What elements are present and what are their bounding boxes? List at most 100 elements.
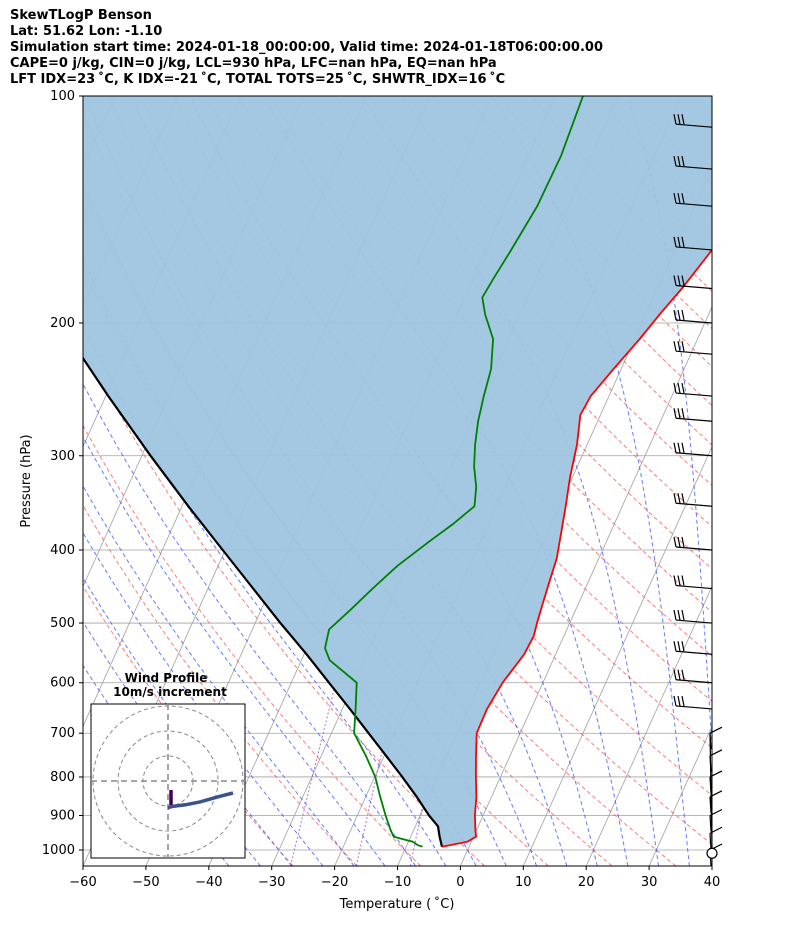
wind-barb-flag [677,442,681,453]
moist-adiabat [83,181,507,866]
wind-barb-flag [673,382,677,394]
wind-barb-flag [673,609,677,621]
data-layer [83,96,712,848]
wind-barb-staff [675,584,713,590]
wind-barb-flag [677,382,681,394]
wind-barb-staff [675,452,713,457]
hodograph-line [167,791,234,810]
isotherm-gridline [585,585,712,866]
y-tick-label: 100 [50,89,75,104]
moist-adiabat [83,382,416,866]
wind-barb-flag [673,236,677,248]
wind-barb-flag [677,155,681,167]
wind-barb-staff [675,619,713,624]
isotherm-gridline [711,865,712,866]
y-ticks: 100 200 300 400 500 600 700 800 900 1000 [42,89,83,858]
dry-adiabat [172,96,712,749]
wind-barb-flag [673,575,677,586]
wind-barb-flag [677,408,681,419]
wind-barb-flag [673,641,677,652]
cape-line: CAPE=0 j/kg, CIN=0 j/kg, LCL=930 hPa, LF… [10,56,497,71]
x-tick-label: −30 [258,875,285,890]
wind-barb-flag [673,275,677,286]
wind-barb-flag [681,408,685,419]
wind-barb-flag [681,309,685,321]
wind-barb-staff [675,202,713,207]
wind-barb-flag [677,609,681,621]
x-tick-label: −60 [69,875,96,890]
dry-adiabat [83,585,294,866]
wind-barb-flag [673,408,677,419]
wind-barb-flag [681,536,685,548]
wind-barb-staff [709,790,723,798]
parcel-profile-line [83,356,444,847]
wind-profile-title: Wind Profile [125,671,208,685]
x-tick-label: −20 [321,875,348,890]
wind-barb-flag [681,641,685,652]
dry-adiabat [400,96,712,446]
y-tick-label: 900 [50,809,75,824]
wind-profile-subtitle: 10m/s increment [113,685,227,699]
wind-barb-staff [675,502,713,507]
isotherm-gridline [648,725,712,866]
wind-barb-flag [681,236,685,248]
wind-barb-flag [681,341,685,352]
wind-barb-flag [677,536,681,548]
y-tick-label: 300 [50,449,75,464]
moist-adiabat [83,435,386,866]
wind-barb-staff [675,417,713,422]
hodograph-ring [117,730,219,832]
wind-barb-staff [675,165,713,170]
dry-adiabat [83,504,358,866]
wind-barb-flag [673,695,677,707]
wind-barb-staff [675,123,713,128]
wind-barb-staff [709,770,723,778]
wind-barb-flag [677,493,681,504]
y-tick-label: 500 [50,616,75,631]
dry-adiabat [140,96,712,797]
wind-barb-flag [673,341,677,352]
wind-barb-flag [677,309,681,321]
wind-barb-flag [673,536,677,548]
wind-barb-staff [675,319,713,324]
wind-barb-staff [675,284,713,290]
x-tick-label: 40 [704,875,721,890]
isotherm-gridline [775,96,794,866]
isotherm-gridline [522,445,712,866]
wind-barb-flag [681,669,685,680]
wind-barb-staff [675,350,713,355]
x-tick-label: −40 [195,875,222,890]
wind-barb-flag [677,641,681,652]
wind-barb-staff [675,705,713,710]
wind-barb-flag [677,193,681,204]
wind-barb-flag [681,695,685,707]
moist-adiabat [83,576,293,866]
wind-barb-staff [675,246,713,251]
cin-shading [83,96,712,847]
calm-wind-circle [706,847,718,859]
wind-barb-flag [681,609,685,621]
x-tick-label: −10 [384,875,411,890]
moist-adiabat [491,96,690,866]
moist-adiabat [83,620,261,866]
x-tick-label: 20 [578,875,595,890]
wind-barb-flag [681,155,685,167]
wind-barb-staff [675,546,713,551]
wind-barb-flag [677,575,681,586]
wind-barb-flag [681,114,685,125]
y-tick-label: 1000 [42,843,75,858]
x-axis-label: Temperature ( ˚C) [339,896,455,912]
time-line: Simulation start time: 2024-01-18_00:00:… [10,40,603,55]
location-line: Lat: 51.62 Lon: -1.10 [10,24,163,39]
y-axis-label: Pressure (hPa) [19,434,34,527]
y-tick-label: 700 [50,726,75,741]
isotherm-gridline [460,305,712,866]
wind-barb-flag [677,669,681,680]
temperature-line [441,248,712,848]
y-tick-label: 600 [50,676,75,691]
chart-title-block: SkewTLogP Benson Lat: 51.62 Lon: -1.10 S… [10,8,603,88]
wind-barb-flag [681,275,685,286]
wind-barb-flag [677,275,681,286]
